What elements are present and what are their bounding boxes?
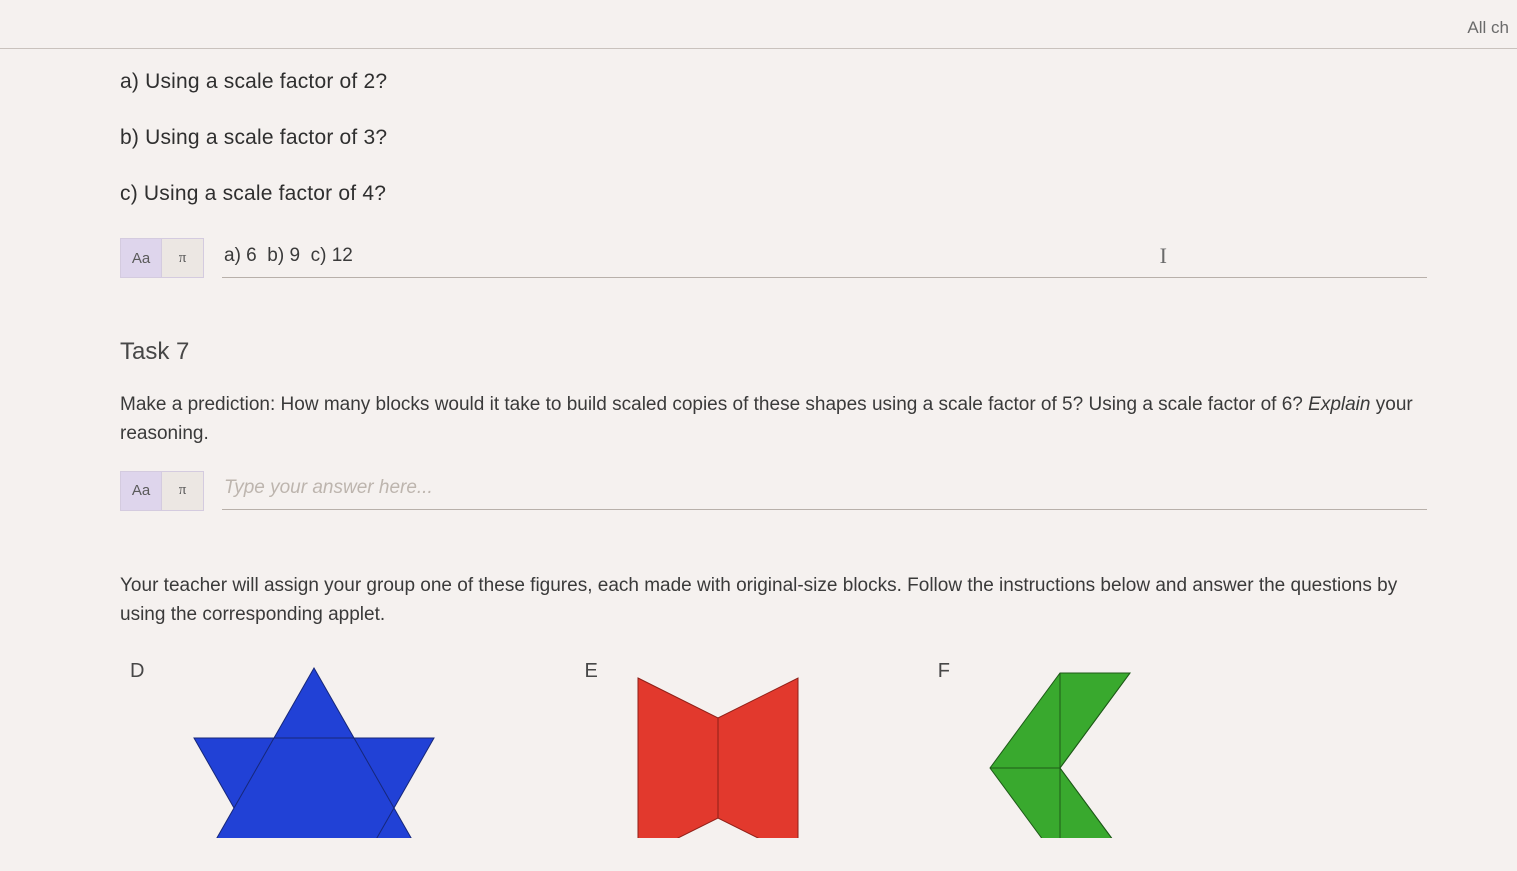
- task-7-prompt: Make a prediction: How many blocks would…: [120, 390, 1427, 449]
- question-b: b) Using a scale factor of 3?: [120, 126, 1427, 150]
- figure-d-cell: D: [130, 658, 464, 838]
- text-format-button[interactable]: Aa: [120, 238, 162, 278]
- figure-e-label: E: [584, 660, 597, 683]
- save-status-text: All ch: [1467, 18, 1509, 38]
- answer-input-2[interactable]: [222, 471, 1427, 510]
- figure-d-shape: [164, 658, 464, 838]
- math-format-button[interactable]: π: [162, 238, 204, 278]
- figure-f-cell: F: [938, 658, 1150, 838]
- answer-row-2: Aa π: [120, 471, 1427, 511]
- figure-f-shape: [970, 658, 1150, 838]
- figure-instructions: Your teacher will assign your group one …: [120, 571, 1427, 630]
- math-format-button-2[interactable]: π: [162, 471, 204, 511]
- figure-f-label: F: [938, 660, 950, 683]
- task-7-title: Task 7: [120, 338, 1427, 366]
- main-content: a) Using a scale factor of 2? b) Using a…: [120, 70, 1427, 838]
- question-c: c) Using a scale factor of 4?: [120, 182, 1427, 206]
- figure-e-cell: E: [584, 658, 817, 838]
- top-divider: [0, 48, 1517, 49]
- question-a: a) Using a scale factor of 2?: [120, 70, 1427, 94]
- task-7-prompt-italic: Explain: [1308, 394, 1370, 415]
- text-format-button-2[interactable]: Aa: [120, 471, 162, 511]
- answer-row-1: Aa π I: [120, 238, 1427, 278]
- task-7-prompt-text: Make a prediction: How many blocks would…: [120, 394, 1308, 415]
- figure-e-shape: [618, 658, 818, 838]
- figure-d-label: D: [130, 660, 144, 683]
- answer-input-1[interactable]: [222, 239, 1427, 278]
- figures-row: D E: [130, 658, 1427, 838]
